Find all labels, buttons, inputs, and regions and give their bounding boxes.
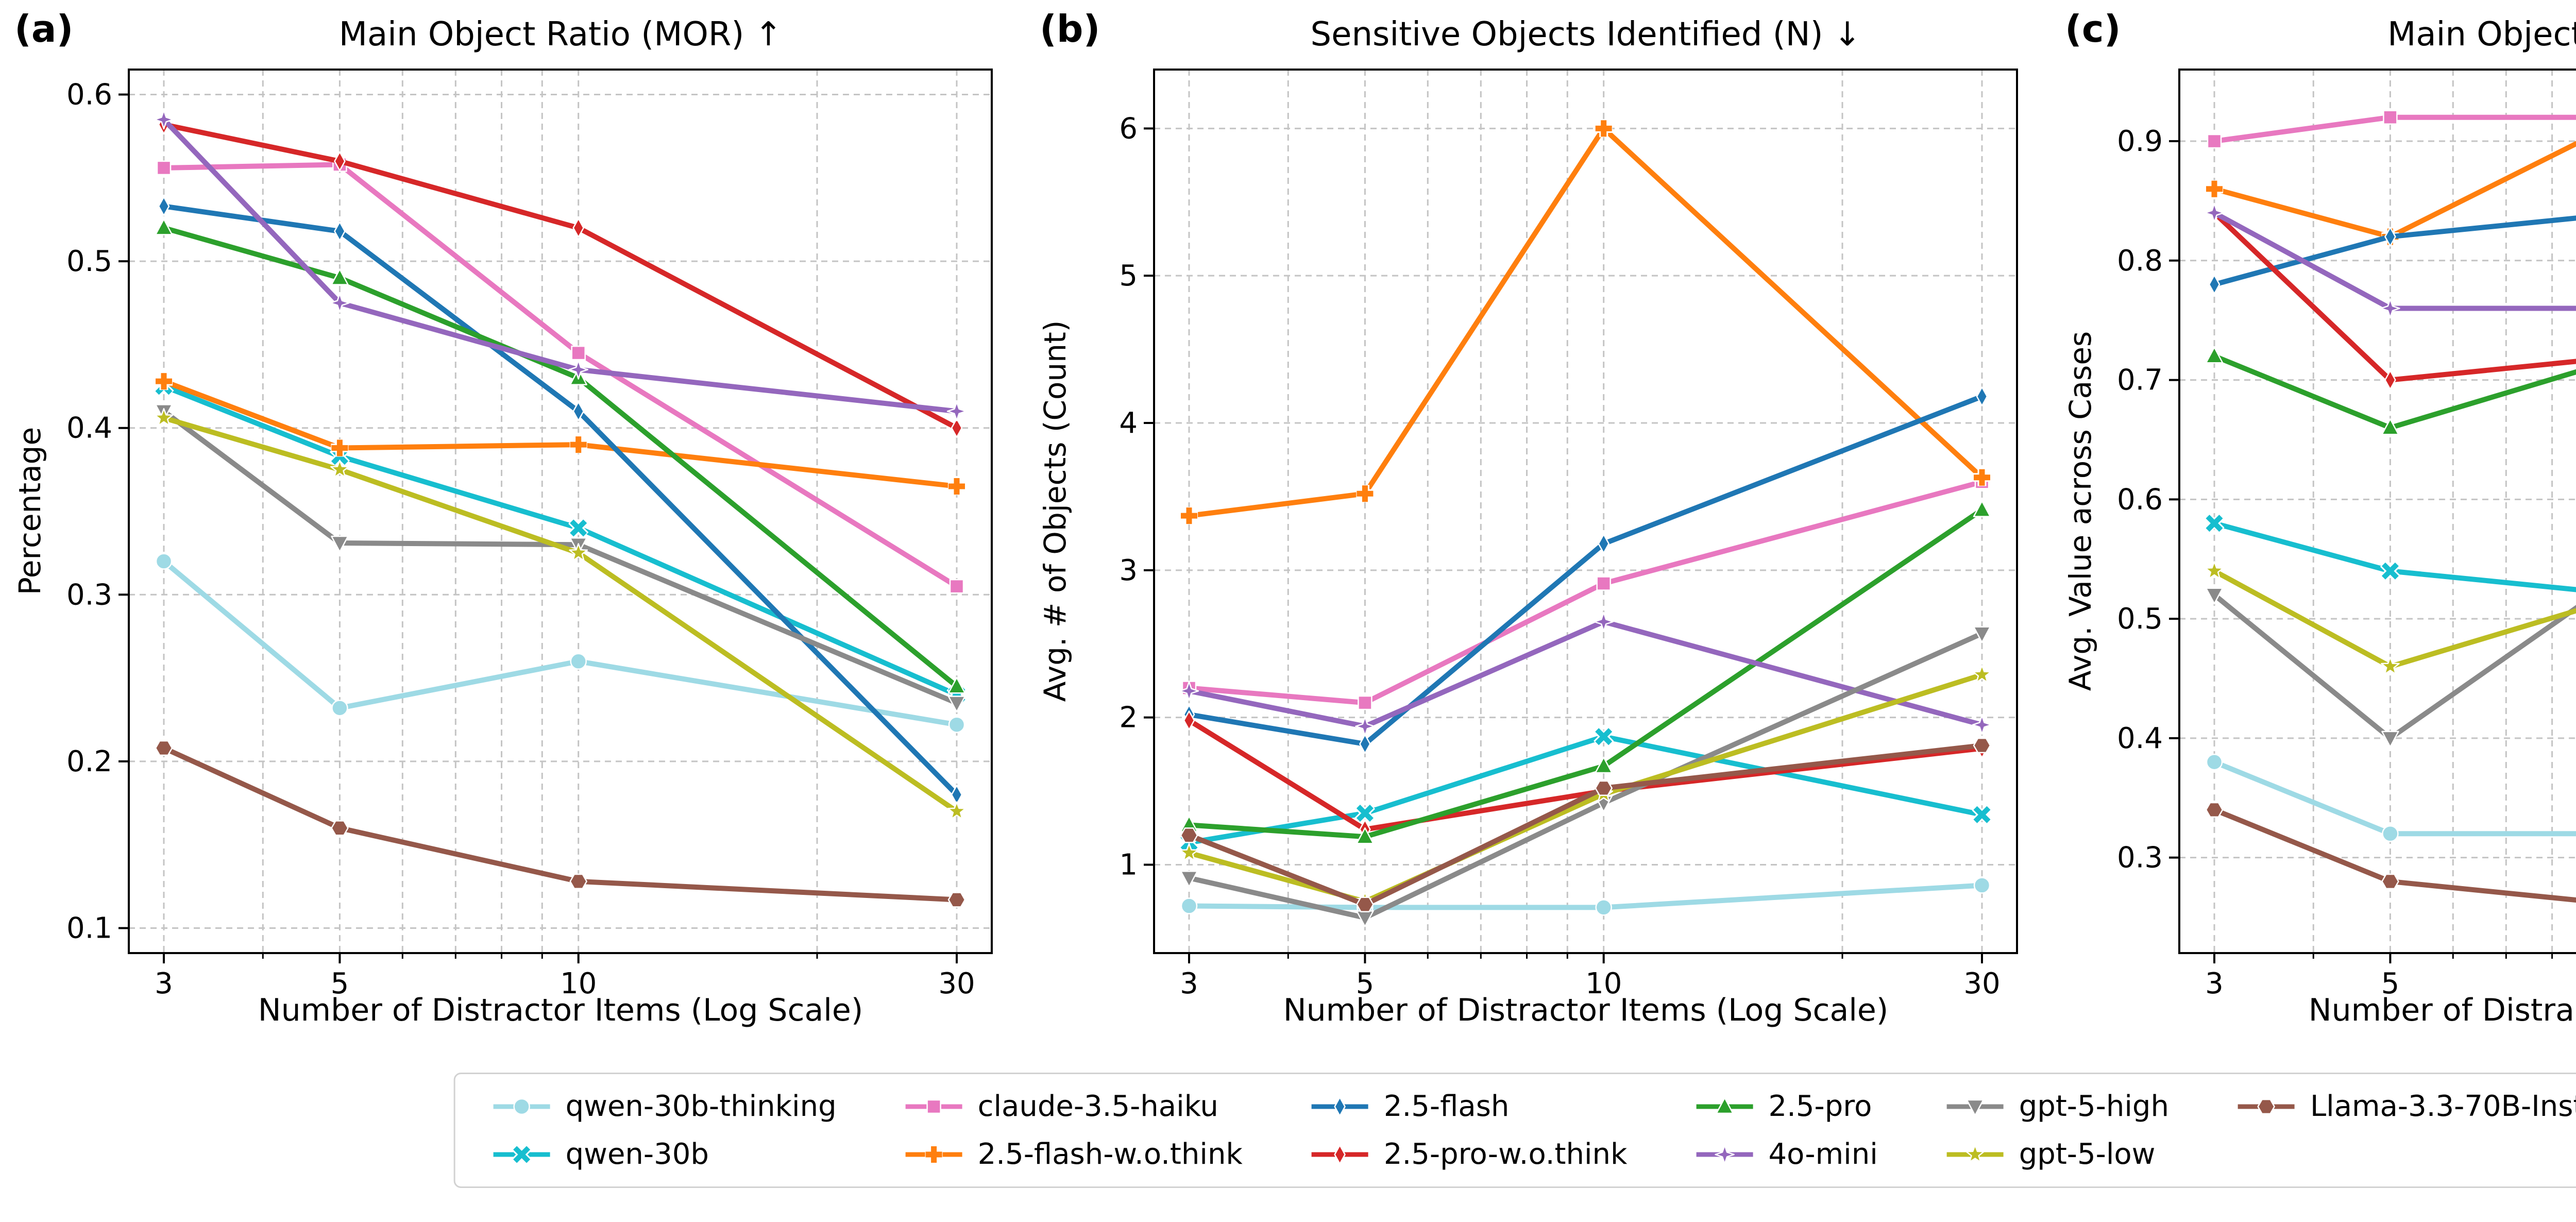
legend-label: 4o-mini bbox=[1768, 1138, 1878, 1171]
legend-item-2.5-flash-w.o.think: 2.5-flash-w.o.think bbox=[904, 1138, 1243, 1171]
2.5-flash-w.o.think-marker-icon bbox=[905, 1145, 962, 1163]
legend-label: 2.5-pro bbox=[1768, 1090, 1872, 1123]
legend-label: 2.5-flash bbox=[1383, 1090, 1510, 1123]
y-tick-label: 0.6 bbox=[66, 78, 112, 112]
legend: qwen-30b-thinking qwen-30b claude-3.5-haik… bbox=[453, 1073, 2576, 1188]
legend-item-qwen-30b-thinking: qwen-30b-thinking bbox=[492, 1090, 837, 1123]
claude-3.5-haiku-marker-icon bbox=[905, 1099, 962, 1114]
panel-b-xlabel: Number of Distractor Items (Log Scale) bbox=[1283, 992, 1889, 1028]
gpt-5-low-marker-icon bbox=[1946, 1144, 2004, 1163]
y-tick-label: 6 bbox=[1119, 112, 1138, 145]
panel-a-title: Main Object Ratio (MOR) ↑ bbox=[338, 15, 783, 54]
legend-column: Llama-3.3-70B-Inst bbox=[2236, 1090, 2576, 1123]
y-tick-label: 0.6 bbox=[2117, 483, 2163, 516]
legend-column: gpt-5-high gpt-5-low bbox=[1945, 1090, 2169, 1171]
y-tick-label: 1 bbox=[1119, 848, 1138, 882]
y-tick-label: 5 bbox=[1119, 259, 1138, 293]
panel-c-ylabel: Avg. Value across Cases bbox=[2063, 331, 2098, 691]
panel-a: 3 5 10 30 0.1 0.2 0.3 0.4 0.5 0.6 (a) Main Object… bbox=[0, 0, 1025, 1051]
legend-label: gpt-5-high bbox=[2019, 1090, 2169, 1123]
legend-column: 2.5-flash 2.5-pro-w.o.think bbox=[1310, 1090, 1628, 1171]
legend-column: claude-3.5-haiku 2.5-flash-w.o.think bbox=[904, 1090, 1243, 1171]
panel-c-xlabel: Number of Distractor Items (Log Scale) bbox=[2308, 992, 2576, 1028]
legend-item-qwen-30b: qwen-30b bbox=[492, 1138, 837, 1171]
legend-item-Llama-3.3-70B-Inst: Llama-3.3-70B-Inst bbox=[2236, 1090, 2576, 1123]
x-tick-label: 10 bbox=[560, 967, 597, 1000]
legend-item-2.5-pro: 2.5-pro bbox=[1694, 1090, 1877, 1123]
y-tick-label: 4 bbox=[1119, 406, 1138, 440]
legend-label: gpt-5-low bbox=[2019, 1138, 2156, 1171]
legend-item-gpt-5-low: gpt-5-low bbox=[1945, 1138, 2169, 1171]
panel-c-title: Main Object Identified (I) ↑ bbox=[2387, 15, 2576, 54]
4o-mini-marker-icon bbox=[1696, 1144, 1753, 1164]
2.5-pro-marker-icon bbox=[1696, 1097, 1753, 1114]
y-tick-label: 0.1 bbox=[66, 911, 112, 945]
legend-column: qwen-30b-thinking qwen-30b bbox=[492, 1090, 837, 1171]
qwen-30b-marker-icon bbox=[493, 1144, 550, 1165]
x-tick-label: 5 bbox=[1356, 967, 1375, 1000]
legend-label: qwen-30b-thinking bbox=[565, 1090, 837, 1123]
panel-b-ylabel: Avg. # of Objects (Count) bbox=[1038, 320, 1073, 702]
y-tick-label: 0.3 bbox=[2117, 841, 2163, 875]
legend-label: claude-3.5-haiku bbox=[977, 1090, 1218, 1123]
legend-item-4o-mini: 4o-mini bbox=[1694, 1138, 1878, 1171]
y-tick-label: 0.4 bbox=[66, 412, 112, 445]
legend-column: 2.5-pro 4o-mini bbox=[1694, 1090, 1878, 1171]
panel-b-tag: (b) bbox=[1040, 7, 1100, 50]
qwen-30b-thinking-marker-icon bbox=[493, 1098, 550, 1115]
x-tick-label: 30 bbox=[938, 967, 975, 1000]
y-tick-label: 0.8 bbox=[2117, 244, 2163, 278]
2.5-pro-w.o.think-marker-icon bbox=[1311, 1144, 1368, 1164]
y-tick-label: 0.5 bbox=[66, 245, 112, 278]
2.5-flash-marker-icon bbox=[1311, 1096, 1368, 1116]
y-tick-label: 0.5 bbox=[2117, 602, 2163, 636]
legend-label: qwen-30b bbox=[565, 1138, 709, 1171]
gpt-5-high-marker-icon bbox=[1946, 1099, 2004, 1116]
legend-label: 2.5-flash-w.o.think bbox=[977, 1138, 1243, 1171]
y-tick-label: 2 bbox=[1119, 701, 1138, 735]
x-tick-label: 3 bbox=[1180, 967, 1198, 1000]
legend-label: 2.5-pro-w.o.think bbox=[1383, 1138, 1628, 1171]
x-tick-label: 5 bbox=[331, 967, 349, 1000]
legend-item-claude-3.5-haiku: claude-3.5-haiku bbox=[904, 1090, 1243, 1123]
y-tick-label: 0.9 bbox=[2117, 125, 2163, 158]
y-tick-label: 0.7 bbox=[2117, 364, 2163, 397]
panel-b: 3 5 10 30 1 2 3 4 5 6 (b) Sensitive Objects Ident… bbox=[1025, 0, 2050, 1051]
x-tick-label: 5 bbox=[2381, 967, 2400, 1000]
y-tick-label: 3 bbox=[1119, 554, 1138, 587]
x-tick-label: 10 bbox=[1585, 967, 1622, 1000]
panel-a-tag: (a) bbox=[14, 7, 74, 50]
legend-label: Llama-3.3-70B-Inst bbox=[2310, 1090, 2576, 1123]
y-tick-label: 0.2 bbox=[66, 745, 112, 778]
x-tick-label: 30 bbox=[1963, 967, 2000, 1000]
panel-a-plot: 3 5 10 30 0.1 0.2 0.3 0.4 0.5 0.6 bbox=[66, 69, 993, 1000]
legend-item-2.5-pro-w.o.think: 2.5-pro-w.o.think bbox=[1310, 1138, 1628, 1171]
y-tick-label: 0.4 bbox=[2117, 722, 2163, 755]
legend-item-2.5-flash: 2.5-flash bbox=[1310, 1090, 1628, 1123]
x-tick-label: 3 bbox=[155, 967, 173, 1000]
panel-b-plot: 3 5 10 30 1 2 3 4 5 6 bbox=[1119, 69, 2018, 1000]
panel-b-title: Sensitive Objects Identified (N) ↓ bbox=[1310, 15, 1861, 54]
x-tick-label: 3 bbox=[2205, 967, 2224, 1000]
panel-a-ylabel: Percentage bbox=[12, 427, 47, 596]
legend-item-gpt-5-high: gpt-5-high bbox=[1945, 1090, 2169, 1123]
panel-a-xlabel: Number of Distractor Items (Log Scale) bbox=[258, 992, 863, 1028]
Llama-3.3-70B-Inst-marker-icon bbox=[2238, 1098, 2295, 1114]
y-tick-label: 0.3 bbox=[66, 578, 112, 612]
panel-c-tag: (c) bbox=[2065, 7, 2121, 50]
